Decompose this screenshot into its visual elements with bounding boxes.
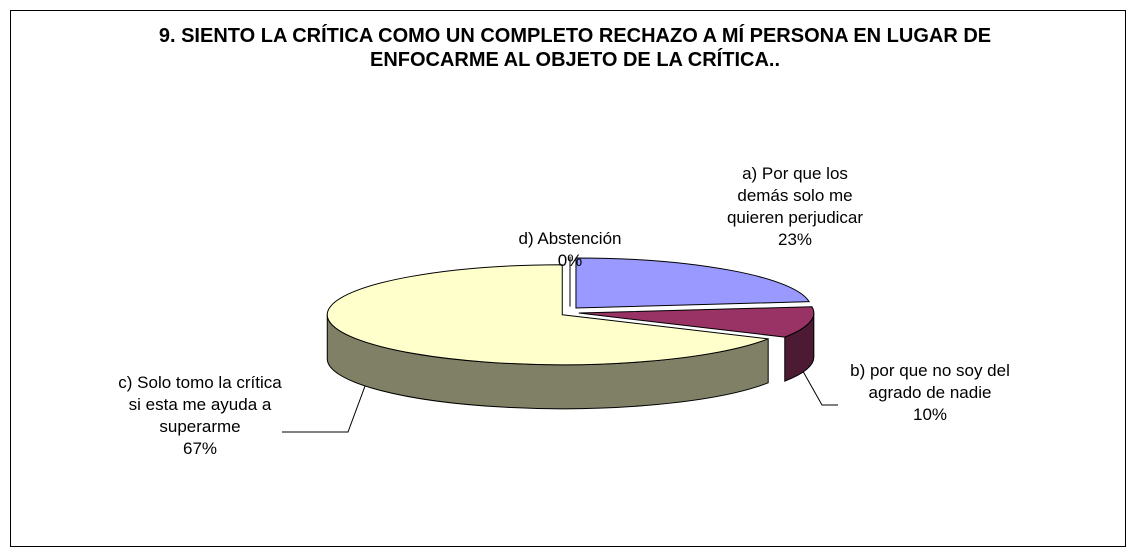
slice	[578, 306, 815, 338]
slice	[575, 257, 810, 309]
chart-border	[10, 10, 1126, 547]
category-label: a) Por que los demás solo me quieren per…	[726, 164, 864, 227]
value-label: 23%	[777, 230, 813, 249]
chart-title: 9. SIENTO LA CRÍTICA COMO UN COMPLETO RE…	[158, 25, 992, 71]
data-label: b) por que no soy del agrado de nadie 10%	[840, 360, 1020, 426]
leader-line	[799, 365, 838, 406]
data-label: c) Solo tomo la crítica si esta me ayuda…	[115, 372, 285, 460]
category-label: c) Solo tomo la crítica si esta me ayuda…	[118, 373, 282, 436]
leader-line	[282, 377, 369, 433]
category-label: d) Abstención	[518, 229, 622, 248]
value-label: 0%	[557, 251, 583, 270]
pie	[326, 256, 815, 410]
value-label: 10%	[912, 405, 948, 424]
category-label: b) por que no soy del agrado de nadie	[850, 361, 1010, 402]
data-label: a) Por que los demás solo me quieren per…	[720, 163, 870, 251]
value-label: 67%	[182, 439, 218, 458]
slice	[326, 264, 769, 366]
data-label: d) Abstención 0%	[470, 228, 670, 272]
